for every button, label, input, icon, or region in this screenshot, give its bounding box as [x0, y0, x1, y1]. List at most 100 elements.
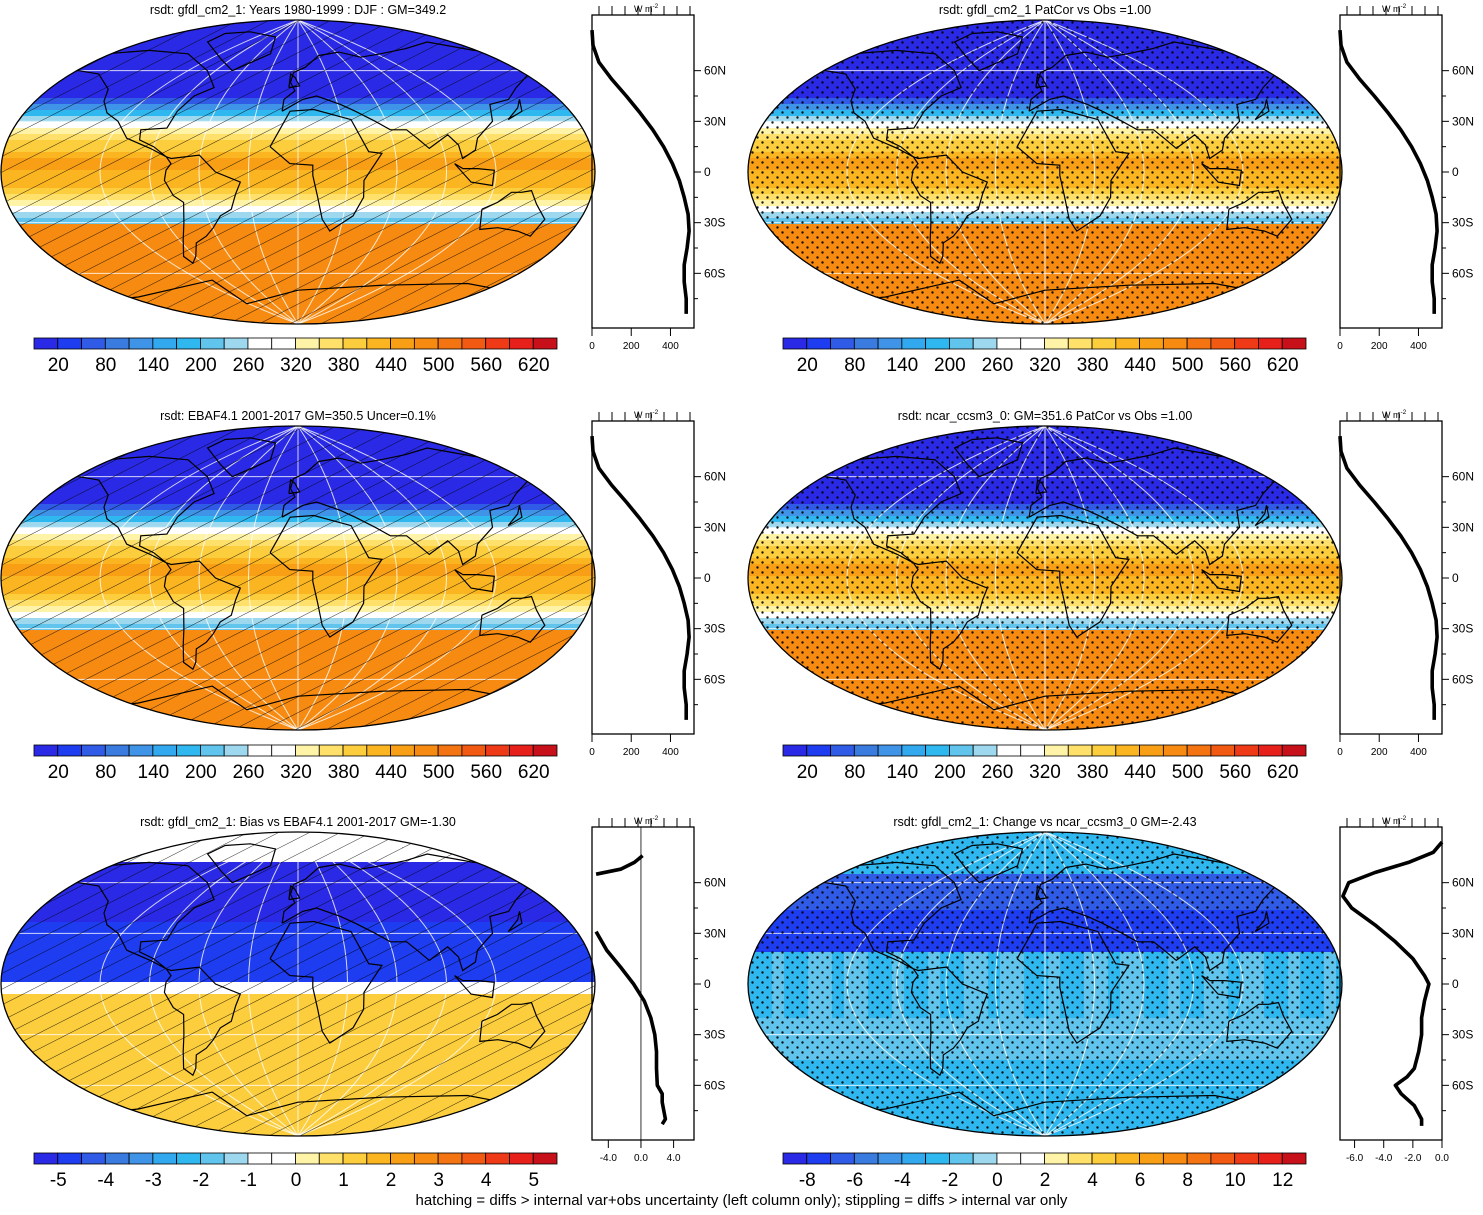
colorbar-swatch — [437, 1152, 463, 1165]
profile-x-tick-label: 400 — [662, 341, 679, 352]
colorbar-label: 200 — [185, 762, 217, 783]
colorbar-label: 260 — [982, 355, 1014, 376]
colorbar-swatch — [830, 1152, 855, 1165]
colorbar-swatch — [413, 1152, 439, 1165]
colorbar-label: 2 — [386, 1170, 397, 1191]
colorbar-swatch — [949, 744, 974, 757]
colorbar-swatch — [806, 744, 831, 757]
colorbar-swatch — [485, 1152, 510, 1165]
colorbar-swatch — [853, 744, 879, 757]
colorbar-label: 500 — [423, 355, 455, 376]
zonal-profile: W m-2 60N 30N 0 30S 60S 0 200 400 — [589, 3, 726, 352]
map-border — [0, 19, 596, 325]
colorbar-swatch — [1162, 337, 1188, 350]
colorbar-swatch — [1186, 1152, 1212, 1165]
lat-tick-label: 0 — [704, 571, 711, 585]
profile-line — [1338, 29, 1439, 314]
colorbar-swatch — [949, 337, 974, 350]
colorbar-swatch — [223, 1152, 249, 1165]
colorbar-swatch — [949, 1152, 974, 1165]
colorbar-label: 320 — [1029, 762, 1061, 783]
colorbar-label: 200 — [185, 355, 217, 376]
colorbar-swatch — [390, 744, 415, 757]
colorbar-swatch — [1281, 1152, 1307, 1165]
profile-unit: W m-2 — [634, 3, 659, 14]
colorbar-swatch — [830, 744, 855, 757]
colorbar-label: -2 — [192, 1170, 209, 1191]
colorbar-swatch — [1091, 744, 1117, 757]
colorbar-swatch — [901, 337, 927, 350]
profile-x-tick-label: -6.0 — [1346, 1153, 1364, 1164]
colorbar-label: -1 — [240, 1170, 257, 1191]
map-border — [747, 831, 1343, 1137]
lat-tick-label: 30N — [1452, 926, 1474, 940]
colorbar-swatch — [1044, 337, 1069, 350]
profile-x-tick-label: 0.0 — [1435, 1153, 1449, 1164]
colorbar-label: 500 — [1172, 355, 1204, 376]
profile-x-tick-label: 400 — [1410, 747, 1427, 758]
colorbar-swatch — [1162, 744, 1188, 757]
colorbar-swatch — [1139, 337, 1164, 350]
colorbar-swatch — [461, 744, 487, 757]
profile-unit: W m-2 — [634, 815, 659, 826]
lat-tick-label: 60S — [704, 672, 725, 686]
colorbar-swatch — [152, 337, 178, 350]
colorbar-label: 200 — [934, 762, 966, 783]
colorbar-swatch — [806, 1152, 831, 1165]
profile-x-tick-label: 200 — [623, 747, 640, 758]
zonal-profile: W m-2 60N 30N 0 30S 60S 0 200 400 — [1337, 3, 1474, 352]
lat-tick-label: 0 — [704, 165, 711, 179]
lat-tick-label: 60N — [1452, 64, 1474, 78]
colorbar-swatch — [1067, 337, 1093, 350]
map-border — [747, 19, 1343, 325]
colorbar-swatch — [437, 337, 463, 350]
colorbar-swatch — [152, 1152, 178, 1165]
lat-tick-label: 0 — [1452, 165, 1459, 179]
colorbar-label: -6 — [846, 1170, 863, 1191]
colorbar-swatch — [295, 744, 320, 757]
lat-tick-label: 60S — [704, 1078, 725, 1092]
colorbar-label: 1 — [338, 1170, 349, 1191]
colorbar-label: 560 — [470, 762, 502, 783]
colorbar-label: 380 — [1077, 762, 1109, 783]
lat-tick-label: 60S — [1452, 672, 1473, 686]
colorbar-swatch — [1186, 337, 1212, 350]
colorbar-swatch — [295, 337, 320, 350]
colorbar-swatch — [925, 1152, 950, 1165]
profile-unit: W m-2 — [634, 409, 659, 420]
colorbar-label: 200 — [934, 355, 966, 376]
profile-x-tick-label: -4.0 — [600, 1153, 618, 1164]
colorbar-swatch — [104, 1152, 130, 1165]
lat-tick-label: 30N — [704, 114, 726, 128]
colorbar-swatch — [390, 1152, 415, 1165]
colorbar-swatch — [176, 744, 201, 757]
profile-x-tick-label: 4.0 — [667, 1153, 681, 1164]
colorbar-swatch — [901, 744, 927, 757]
colorbar-swatch — [200, 337, 225, 350]
colorbar-swatch — [509, 744, 534, 757]
colorbar-swatch — [1091, 1152, 1117, 1165]
profile-line — [1341, 840, 1444, 1126]
colorbar-swatch — [1234, 337, 1259, 350]
colorbar-label: 80 — [95, 762, 116, 783]
colorbar-swatch — [1115, 1152, 1140, 1165]
colorbar-swatch — [509, 1152, 534, 1165]
significance-pattern — [748, 832, 1342, 1136]
colorbar-swatch — [128, 1152, 154, 1165]
colorbar-label: 0 — [291, 1170, 302, 1191]
colorbar-swatch — [1020, 1152, 1045, 1165]
colorbar-swatch — [1115, 744, 1140, 757]
colorbar-swatch — [271, 744, 296, 757]
colorbar-swatch — [366, 1152, 391, 1165]
lat-tick-label: 60N — [1452, 876, 1474, 890]
colorbar-swatch — [223, 337, 249, 350]
profile-unit: W m-2 — [1382, 3, 1407, 14]
panel-title: rsdt: gfdl_cm2_1: Bias vs EBAF4.1 2001-2… — [140, 815, 456, 829]
profile-x-tick-label: 400 — [662, 747, 679, 758]
colorbar-swatch — [342, 744, 368, 757]
colorbar-label: 20 — [48, 762, 69, 783]
colorbar-swatch — [996, 337, 1022, 350]
colorbar-label: 440 — [375, 762, 407, 783]
colorbar-label: 320 — [280, 355, 312, 376]
